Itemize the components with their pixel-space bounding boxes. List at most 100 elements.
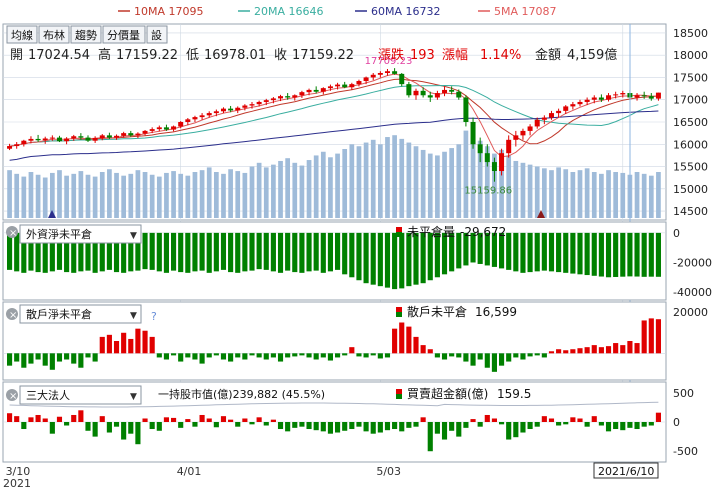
sub-bar: [113, 422, 120, 427]
sub-bar: [49, 232, 55, 272]
sub-bar: [384, 353, 391, 358]
candle: [349, 82, 355, 90]
candle: [121, 131, 127, 138]
candle: [92, 136, 98, 143]
sub-bar: [356, 232, 362, 281]
sub-bar: [399, 232, 405, 289]
candlesticks: [7, 68, 661, 182]
candle: [406, 81, 412, 98]
sub-bar: [320, 353, 326, 358]
candle: [278, 94, 284, 102]
candle: [292, 94, 298, 101]
volume-bar: [107, 169, 112, 218]
sub-bar: [434, 353, 440, 358]
volume-bars: [7, 130, 661, 218]
candle: [384, 68, 390, 76]
sub-axis-tick: -20000: [673, 256, 712, 269]
close-panel-icon[interactable]: [6, 308, 18, 320]
volume-bar: [420, 149, 426, 218]
change-value: 193: [410, 48, 435, 63]
candle: [427, 91, 433, 102]
sub-bar: [213, 353, 219, 356]
price-tick: 15000: [673, 183, 708, 196]
volume-bar: [313, 155, 319, 218]
legend-entry: 20MA 16646: [254, 5, 324, 18]
sub-bar: [655, 232, 662, 277]
candle: [28, 136, 34, 144]
sub-bar: [641, 422, 647, 427]
sub-bar: [627, 232, 633, 277]
volume-bar: [278, 160, 283, 218]
legend-entry: 5MA 17087: [494, 5, 557, 18]
sub-bar: [413, 232, 419, 285]
sub-bar: [377, 422, 383, 433]
sub-bar: [149, 422, 155, 430]
candle: [263, 98, 269, 106]
candle: [370, 73, 376, 81]
candle: [606, 93, 612, 102]
sub-bar: [256, 232, 262, 270]
sub-bar: [178, 422, 184, 428]
sub-bar: [456, 232, 462, 269]
retail-oi-bars: [6, 318, 662, 372]
sub-bar: [349, 232, 355, 278]
ma-line-60MA: [9, 110, 659, 161]
candle: [71, 134, 77, 141]
sub-bar: [320, 232, 326, 273]
volume-bar: [135, 170, 141, 218]
candle: [577, 99, 583, 107]
sub-bar: [6, 413, 13, 422]
sub-bar: [620, 422, 626, 431]
volume-bar: [28, 172, 34, 218]
close-panel-icon[interactable]: [6, 226, 18, 238]
volume-bar: [492, 153, 497, 218]
candle: [285, 93, 291, 100]
price-tick: 18500: [673, 27, 708, 40]
sub-bar: [263, 232, 269, 270]
sub-bar: [613, 232, 619, 277]
foreign-oi-select[interactable]: [19, 224, 142, 244]
tab-2[interactable]: 趨勢: [70, 25, 102, 44]
tab-3[interactable]: 分價量: [102, 25, 146, 44]
candle: [14, 142, 20, 149]
sub-bar: [591, 232, 597, 276]
sub-bar: [627, 341, 633, 354]
volume-bar: [49, 172, 55, 218]
volume-bar: [456, 144, 462, 218]
tab-0[interactable]: 均線: [6, 25, 38, 44]
candle: [306, 88, 312, 96]
sub-bar: [370, 232, 376, 285]
sub-bar: [149, 232, 155, 270]
candle: [392, 68, 398, 75]
volume-bar: [484, 146, 490, 218]
sub-bar: [35, 414, 41, 422]
sub-bar: [527, 422, 533, 430]
institutional-select[interactable]: [19, 385, 142, 405]
sub-bar: [56, 416, 63, 422]
sub-bar: [71, 353, 77, 364]
close-panel-icon[interactable]: [6, 389, 18, 401]
tab-1[interactable]: 布林: [38, 25, 70, 44]
tab-4[interactable]: 設: [146, 25, 168, 44]
sub-bar: [342, 353, 348, 356]
volume-bar: [563, 169, 569, 218]
sub-bar: [99, 416, 105, 422]
legend-entry: 10MA 17095: [134, 5, 204, 18]
candle: [513, 130, 519, 147]
sub-bar: [463, 422, 469, 428]
sub-bar: [427, 422, 433, 452]
volume-bar: [292, 162, 298, 218]
volume-bar: [577, 170, 583, 218]
sub-bar: [613, 343, 619, 354]
sub-bar: [135, 232, 141, 271]
chevron-down-icon: ▼: [130, 231, 137, 241]
sub-bar: [64, 232, 70, 273]
sub-bar: [292, 353, 298, 357]
help-icon[interactable]: ?: [151, 310, 157, 323]
sub-bar: [584, 347, 590, 354]
indicator-tabs: 均線 布林 趨勢 分價量設: [6, 25, 168, 44]
sub-bar: [256, 417, 262, 422]
retail-oi-select[interactable]: [19, 304, 142, 324]
candle: [35, 134, 41, 143]
candle: [49, 135, 55, 141]
